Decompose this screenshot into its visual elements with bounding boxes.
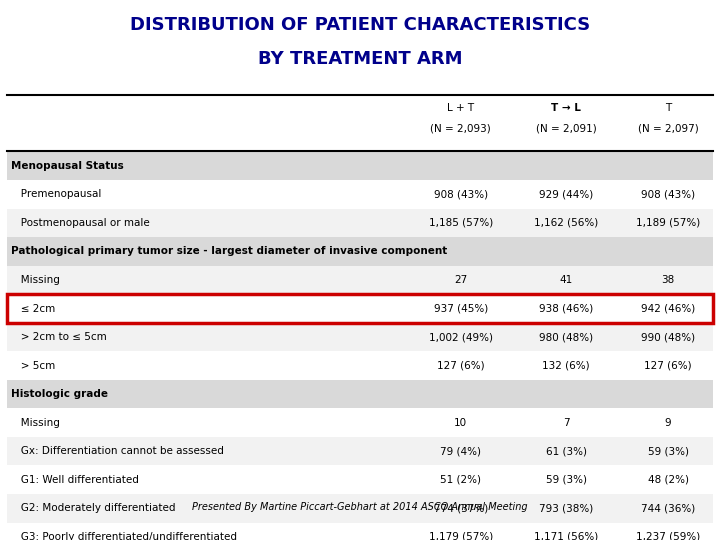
Text: 1,171 (56%): 1,171 (56%) [534,532,598,540]
Text: (N = 2,091): (N = 2,091) [536,123,597,133]
Text: 980 (48%): 980 (48%) [539,332,593,342]
Text: Gx: Differentiation cannot be assessed: Gx: Differentiation cannot be assessed [11,446,224,456]
Text: 1,002 (49%): 1,002 (49%) [429,332,492,342]
Text: 793 (38%): 793 (38%) [539,503,593,514]
Text: 908 (43%): 908 (43%) [641,190,696,199]
Text: Missing: Missing [11,417,60,428]
Text: 1,185 (57%): 1,185 (57%) [428,218,493,228]
Text: 127 (6%): 127 (6%) [644,361,692,370]
Text: Pathological primary tumor size - largest diameter of invasive component: Pathological primary tumor size - larges… [11,246,447,256]
Text: 59 (3%): 59 (3%) [648,446,688,456]
Bar [7,237,713,266]
Text: Menopausal Status: Menopausal Status [11,161,124,171]
Bar [7,323,713,352]
Text: Postmenopausal or male: Postmenopausal or male [11,218,150,228]
Text: DISTRIBUTION OF PATIENT CHARACTERISTICS: DISTRIBUTION OF PATIENT CHARACTERISTICS [130,16,590,34]
Text: 79 (4%): 79 (4%) [441,446,481,456]
Text: (N = 2,097): (N = 2,097) [638,123,698,133]
Bar [7,408,713,437]
Text: 10: 10 [454,417,467,428]
Bar [7,523,713,540]
Text: 59 (3%): 59 (3%) [546,475,587,485]
Text: 774 (37%): 774 (37%) [433,503,488,514]
Bar [7,208,713,237]
Text: 1,237 (59%): 1,237 (59%) [636,532,701,540]
Text: > 5cm: > 5cm [11,361,55,370]
Text: G2: Moderately differentiated: G2: Moderately differentiated [11,503,175,514]
Text: 27: 27 [454,275,467,285]
Bar [7,352,713,380]
Text: 1,162 (56%): 1,162 (56%) [534,218,598,228]
Text: 990 (48%): 990 (48%) [641,332,696,342]
Text: Premenopausal: Premenopausal [11,190,102,199]
Bar [7,152,713,180]
Bar [7,180,713,208]
Text: 929 (44%): 929 (44%) [539,190,593,199]
Text: 7: 7 [563,417,570,428]
Text: 61 (3%): 61 (3%) [546,446,587,456]
Text: 9: 9 [665,417,672,428]
Text: 942 (46%): 942 (46%) [641,303,696,314]
Text: Histologic grade: Histologic grade [11,389,108,399]
Text: 127 (6%): 127 (6%) [437,361,485,370]
Text: 938 (46%): 938 (46%) [539,303,593,314]
Text: Missing: Missing [11,275,60,285]
Bar [7,494,713,523]
Text: 38: 38 [662,275,675,285]
Text: (N = 2,093): (N = 2,093) [431,123,491,133]
Bar [7,294,713,323]
Text: 908 (43%): 908 (43%) [433,190,488,199]
Text: > 2cm to ≤ 5cm: > 2cm to ≤ 5cm [11,332,107,342]
Text: 48 (2%): 48 (2%) [648,475,688,485]
Text: L + T: L + T [447,103,474,113]
Text: ≤ 2cm: ≤ 2cm [11,303,55,314]
Text: Presented By Martine Piccart-Gebhart at 2014 ASCO Annual Meeting: Presented By Martine Piccart-Gebhart at … [192,502,528,512]
Text: 1,189 (57%): 1,189 (57%) [636,218,701,228]
Text: 41: 41 [559,275,573,285]
Text: 744 (36%): 744 (36%) [641,503,696,514]
Text: 132 (6%): 132 (6%) [542,361,590,370]
Bar [7,437,713,465]
Bar [7,294,713,323]
Bar [7,465,713,494]
Bar [7,380,713,408]
Text: G3: Poorly differentiated/undifferentiated: G3: Poorly differentiated/undifferentiat… [11,532,237,540]
Text: G1: Well differentiated: G1: Well differentiated [11,475,139,485]
Text: 51 (2%): 51 (2%) [441,475,481,485]
Text: T: T [665,103,671,113]
Text: 1,179 (57%): 1,179 (57%) [428,532,493,540]
Text: T → L: T → L [552,103,581,113]
Text: 937 (45%): 937 (45%) [433,303,488,314]
Text: BY TREATMENT ARM: BY TREATMENT ARM [258,50,462,68]
Bar [7,266,713,294]
